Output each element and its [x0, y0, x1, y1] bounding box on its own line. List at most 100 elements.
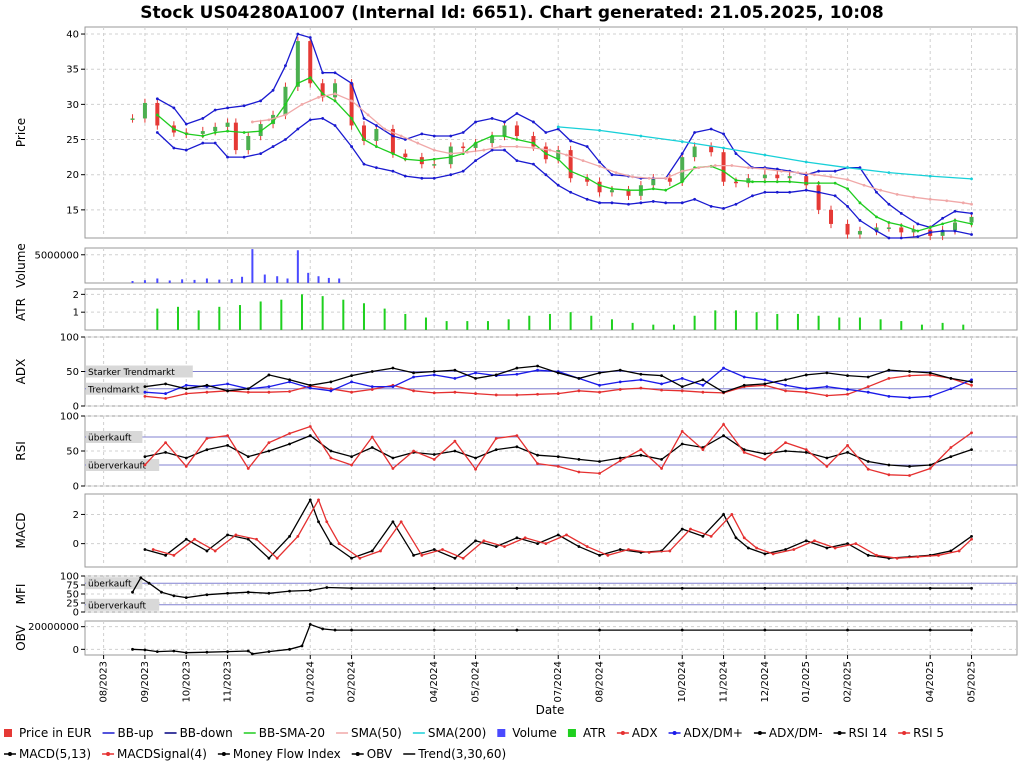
point-5-8	[887, 171, 891, 174]
point-15-19	[846, 586, 849, 590]
bar-7-9	[342, 299, 345, 330]
band-label-mfi-0: überkauft	[88, 580, 132, 590]
series-macdsignal-4-	[151, 498, 973, 560]
point-10-6	[267, 373, 271, 377]
series-money-flow-index	[131, 576, 973, 599]
point-9-16	[474, 371, 477, 375]
point-13-24	[618, 548, 622, 551]
point-10-14	[432, 370, 436, 373]
point-3-16	[374, 145, 378, 148]
point-14-3	[213, 549, 217, 553]
xtick-label-1: 09/2023	[140, 661, 151, 703]
bar-7-14	[445, 321, 448, 330]
point-11-6	[267, 449, 271, 453]
legend-dot-9	[672, 731, 677, 735]
point-2-15	[362, 162, 366, 166]
point-3-35	[639, 188, 643, 192]
bar-7-22	[610, 319, 613, 330]
point-4-26	[680, 169, 684, 173]
point-1-45	[775, 167, 779, 171]
point-2-17	[391, 169, 395, 173]
point-1-16	[374, 124, 378, 127]
candle-body-34	[585, 178, 590, 182]
point-1-18	[403, 138, 407, 141]
point-14-42	[970, 537, 973, 541]
point-10-40	[970, 380, 973, 384]
candle-body-30	[531, 136, 536, 147]
band-label-mfi-1: überverkauft	[88, 601, 147, 611]
point-8-16	[474, 392, 477, 395]
point-14-5	[255, 537, 258, 541]
ylabel-volume: Volume	[14, 243, 28, 288]
ytick-label-price-5: 40	[66, 30, 79, 41]
point-11-22	[598, 460, 601, 463]
bar-7-0	[156, 308, 159, 330]
point-3-12	[321, 92, 325, 96]
point-1-21	[449, 134, 453, 138]
point-4-2	[284, 113, 287, 117]
band-label-adx-0: Starker Trendmarkt	[88, 368, 175, 378]
point-1-55	[916, 222, 920, 226]
candle-body-9	[246, 136, 251, 151]
legend-label-8: ADX	[632, 726, 658, 740]
point-1-11	[308, 36, 312, 39]
point-13-0	[143, 548, 147, 551]
point-2-22	[461, 169, 465, 173]
bar-6-0	[131, 281, 134, 283]
panel-adx: 0 50 100 Starker Trendmarkt Trendmarkt ADX	[14, 333, 1018, 413]
point-12-32	[804, 448, 808, 451]
point-2-42	[734, 202, 738, 206]
point-1-17	[391, 134, 395, 138]
point-2-56	[928, 230, 932, 234]
point-13-19	[515, 536, 519, 540]
point-10-23	[618, 368, 622, 372]
point-3-19	[420, 159, 424, 163]
bar-7-11	[383, 308, 386, 330]
candle-body-36	[609, 190, 614, 193]
point-11-4	[226, 444, 229, 447]
candle-body-43	[709, 146, 714, 153]
bar-7-8	[321, 296, 324, 330]
point-4-0	[250, 120, 254, 124]
point-4-6	[350, 99, 353, 103]
point-3-13	[333, 99, 337, 103]
point-1-48	[817, 169, 821, 173]
ytick-label-macd-1: 2	[73, 510, 79, 521]
point-15-7	[226, 591, 229, 595]
point-8-9	[329, 387, 333, 391]
point-9-36	[887, 394, 891, 398]
point-11-38	[928, 463, 932, 467]
point-13-27	[680, 527, 684, 531]
ytick-label-obv-1: 20000000	[28, 622, 79, 633]
bar-7-17	[507, 319, 510, 330]
point-11-35	[866, 460, 870, 463]
point-14-12	[379, 549, 382, 553]
point-4-30	[746, 166, 750, 170]
bar-7-23	[631, 322, 634, 330]
point-13-30	[734, 536, 738, 540]
point-2-39	[693, 197, 697, 201]
point-3-21	[449, 155, 453, 159]
series-sma-50-	[250, 92, 973, 206]
bar-7-5	[259, 301, 262, 330]
line-16	[132, 623, 972, 655]
legend-item-17: Trend(3,30,60)	[403, 747, 506, 761]
band-label-rsi-0: überkauft	[88, 434, 132, 444]
point-14-2	[193, 537, 196, 541]
point-13-15	[432, 548, 436, 551]
candle-body-41	[680, 157, 685, 182]
point-4-9	[399, 134, 403, 138]
candle-body-5	[200, 131, 205, 134]
point-16-8	[250, 652, 254, 656]
point-12-28	[722, 423, 725, 426]
point-3-43	[751, 180, 754, 184]
point-2-16	[374, 166, 378, 170]
point-2-18	[403, 174, 407, 178]
point-8-21	[577, 389, 581, 393]
point-1-2	[184, 122, 188, 126]
point-10-11	[370, 370, 374, 373]
legend-dot-8	[620, 731, 625, 735]
candle-body-32	[556, 150, 561, 160]
point-14-37	[875, 553, 878, 557]
